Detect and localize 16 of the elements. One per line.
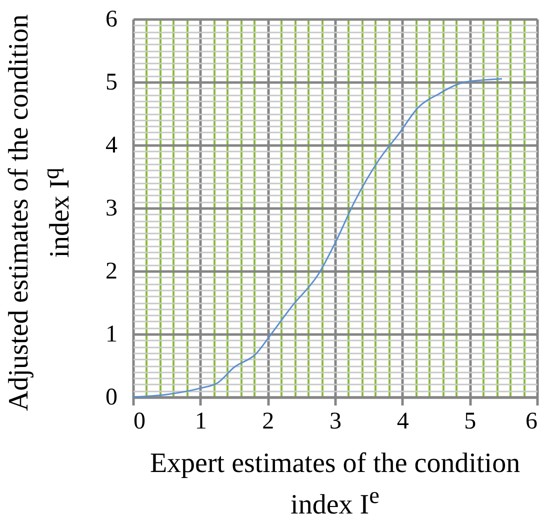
y-tick-label: 1	[106, 322, 118, 348]
y-tick-label: 4	[106, 132, 118, 158]
x-tick-label: 4	[396, 408, 409, 434]
y-tick-label: 0	[106, 384, 118, 410]
x-tick-label: 0	[134, 408, 146, 434]
line-series	[132, 78, 503, 398]
x-tick-label: 2	[262, 408, 274, 434]
y-tick-label: 2	[106, 258, 118, 284]
y-tick-label: 3	[106, 196, 118, 222]
y-tick-label: 6	[106, 6, 118, 32]
x-tick-label: 5	[464, 408, 476, 434]
y-tick-label: 5	[106, 70, 118, 96]
x-tick-label: 3	[330, 408, 342, 434]
x-axis-title: Expert estimates of the condition index I$^{e}$	[148, 448, 522, 517]
x-tick-label: 6	[526, 408, 538, 434]
x-tick-label: 1	[194, 408, 207, 434]
